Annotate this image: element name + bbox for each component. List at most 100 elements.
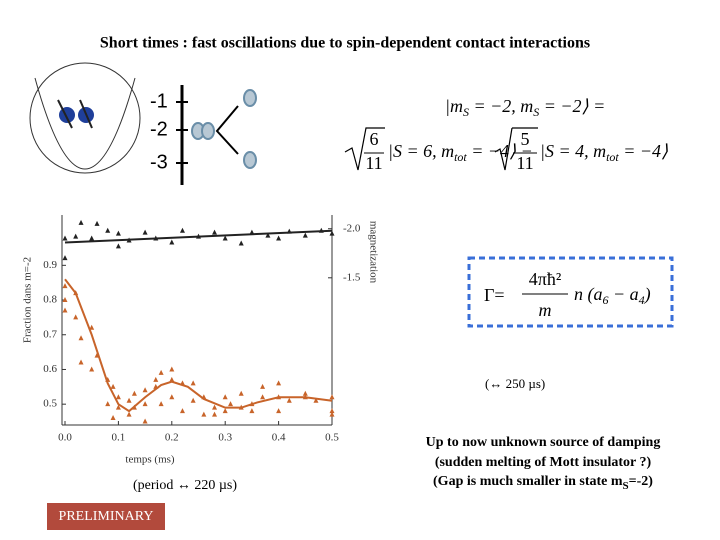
decay-note: (↔ 250 µs): [485, 376, 545, 391]
data-point: [169, 394, 175, 400]
data-point: [105, 401, 111, 407]
y2-tick-label: -1.5: [343, 271, 361, 283]
data-point: [153, 376, 159, 382]
fraction-den: 11: [516, 153, 533, 173]
level-diagram: -1 -2 -3: [150, 85, 257, 185]
y-tick-label: 0.5: [43, 398, 57, 410]
damping-note: (Gap is much smaller in state mS=-2): [433, 474, 653, 491]
y-axis-title: Fraction dans m=-2: [22, 257, 34, 343]
damping-note: Up to now unknown source of damping: [426, 435, 661, 450]
data-point: [62, 297, 68, 303]
y2-tick-label: -2.0: [343, 222, 361, 234]
data-point: [212, 229, 218, 235]
data-point: [276, 235, 282, 241]
gamma: Γ=: [484, 285, 505, 305]
data-point: [169, 366, 175, 372]
data-point: [302, 390, 308, 396]
y-tick-label: 0.6: [43, 363, 57, 375]
data-point: [222, 394, 228, 400]
x-tick-label: 0.1: [112, 432, 126, 444]
level-label: -2: [150, 118, 168, 140]
gamma-num: 4πħ²: [529, 269, 561, 289]
data-point: [265, 232, 271, 238]
data-point: [169, 376, 175, 382]
x-tick-label: 0.5: [325, 432, 339, 444]
data-point: [228, 401, 234, 407]
data-point: [89, 324, 95, 330]
data-point: [115, 243, 121, 249]
x-tick-label: 0.0: [58, 432, 72, 444]
x-axis-title: temps (ms): [125, 454, 175, 466]
data-point: [110, 415, 116, 421]
ket: |S = 4, mtot = −4⟩: [540, 141, 668, 164]
formula: |mS = −2, mS = −2⟩ =: [445, 96, 605, 119]
data-point: [115, 404, 121, 410]
data-point: [329, 394, 335, 400]
damping-note: (sudden melting of Mott insulator ?): [435, 455, 652, 470]
data-point: [276, 380, 282, 386]
level-label: -3: [150, 151, 168, 173]
data-point: [89, 366, 95, 372]
data-point: [89, 235, 95, 241]
data-point: [238, 240, 244, 246]
data-point: [249, 408, 255, 414]
data-point: [212, 404, 218, 410]
data-point: [126, 411, 132, 417]
data-point: [94, 220, 100, 226]
x-tick-label: 0.2: [165, 432, 179, 444]
data-point: [78, 219, 84, 225]
badge: [47, 503, 165, 530]
data-point: [190, 380, 196, 386]
badge-text: PRELIMINARY: [59, 509, 154, 524]
data-point: [201, 411, 207, 417]
ket: |S = 6, mtot = −4⟩ −: [388, 141, 533, 164]
data-point: [222, 408, 228, 414]
data-point: [78, 359, 84, 365]
gamma-rhs: n (a6 − a4): [574, 284, 651, 307]
plot: 0.0 0.1 0.2 0.3 0.4 0.5 0.5 0.6 0.7 0.8 0.9 -2.0 -1.…: [43, 219, 361, 444]
fit-line: [64, 229, 333, 244]
formula-box: [467, 256, 674, 328]
level-label: -1: [150, 90, 168, 112]
data-point: [179, 408, 185, 414]
trap-diagram: [29, 62, 141, 174]
data-point: [313, 397, 319, 403]
data-point: [78, 335, 84, 341]
data-point: [260, 394, 266, 400]
y-tick-label: 0.8: [43, 294, 57, 306]
data-point: [222, 235, 228, 241]
data-point: [329, 408, 335, 414]
data-point: [179, 227, 185, 233]
data-point: [110, 383, 116, 389]
data-point: [158, 369, 164, 375]
gamma-den: m: [539, 300, 552, 320]
data-point: [115, 394, 121, 400]
fraction-num: 6: [370, 129, 379, 149]
data-point: [115, 230, 121, 236]
data-point: [260, 383, 266, 389]
x-tick-label: 0.3: [218, 432, 232, 444]
data-point: [142, 418, 148, 424]
data-point: [329, 230, 335, 236]
y2-axis-title: magnetization: [367, 221, 379, 284]
data-point: [73, 314, 79, 320]
title: Short times : fast oscillations due to s…: [100, 35, 590, 52]
data-point: [190, 397, 196, 403]
data-point: [105, 227, 111, 233]
data-point: [212, 411, 218, 417]
data-point: [126, 397, 132, 403]
data-point: [62, 283, 68, 289]
fit-line: [64, 278, 333, 413]
data-point: [329, 411, 335, 417]
period-note: (period ↔ 220 µs): [133, 478, 237, 493]
plot-frame: [61, 215, 333, 426]
y-tick-label: 0.9: [43, 259, 57, 271]
data-point: [62, 255, 68, 261]
data-point: [238, 390, 244, 396]
data-point: [276, 408, 282, 414]
data-point: [131, 390, 137, 396]
data-point: [142, 229, 148, 235]
data-point: [62, 235, 68, 241]
data-point: [286, 397, 292, 403]
